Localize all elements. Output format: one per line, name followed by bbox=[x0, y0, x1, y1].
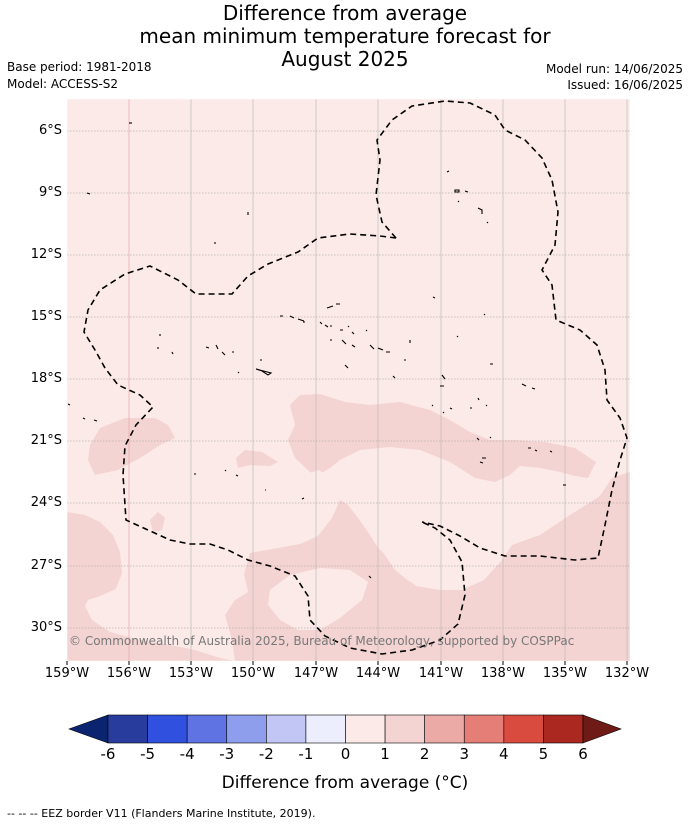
chart-title-line1: Difference from average bbox=[222, 1, 468, 25]
neutral-pocket-1 bbox=[268, 568, 368, 630]
copyright-text: © Commonwealth of Australia 2025, Bureau… bbox=[69, 634, 575, 648]
colorbar-tick-label: -3 bbox=[219, 745, 235, 763]
colorbar-tick-label: 6 bbox=[578, 745, 588, 763]
chart-title-line2: mean minimum temperature forecast for bbox=[139, 24, 551, 48]
colorbar-tick-label: 3 bbox=[459, 745, 470, 763]
colorbar-tick-label: -2 bbox=[258, 745, 274, 763]
eez-border-west bbox=[83, 233, 466, 655]
neutral-pocket-2 bbox=[305, 470, 335, 505]
lon-tick-label: 138°W bbox=[480, 666, 526, 681]
colorbar-segment bbox=[384, 714, 425, 744]
base-period-text: Base period: 1981-2018 bbox=[7, 60, 152, 74]
lat-tick-label: 30°S bbox=[30, 620, 62, 635]
lat-tick-label: 9°S bbox=[38, 185, 62, 200]
lat-tick-label: 15°S bbox=[30, 309, 62, 324]
colorbar-tick-label: 5 bbox=[538, 745, 549, 763]
lon-tick-label: 141°W bbox=[418, 666, 464, 681]
anomaly-region-southeast-strip bbox=[600, 472, 630, 500]
colorbar-tick-label: 2 bbox=[419, 745, 430, 763]
eez-footnote: -- -- -- EEZ border V11 (Flanders Marine… bbox=[7, 807, 316, 820]
anomaly-region-blob-left bbox=[150, 512, 165, 532]
colorbar-tick-label: -6 bbox=[100, 745, 116, 763]
lon-tick-label: 153°W bbox=[168, 666, 214, 681]
colorbar-segment bbox=[266, 714, 307, 744]
lat-tick-label: 12°S bbox=[30, 247, 62, 262]
colorbar-tick-label: -1 bbox=[298, 745, 314, 763]
colorbar-tick-label: -5 bbox=[140, 745, 156, 763]
issued-text: Issued: 16/06/2025 bbox=[567, 78, 683, 92]
longitude-gridlines bbox=[128, 99, 628, 661]
colorbar-extension-high bbox=[582, 714, 622, 744]
colorbar-segment bbox=[147, 714, 188, 744]
colorbar-segment bbox=[226, 714, 267, 744]
lon-tick-label: 156°W bbox=[106, 666, 152, 681]
anomaly-region-small-west bbox=[88, 418, 175, 475]
lon-tick-label: 159°W bbox=[44, 666, 90, 681]
lat-tick-label: 27°S bbox=[30, 558, 62, 573]
lat-tick-label: 6°S bbox=[38, 123, 62, 138]
lon-tick-label: 135°W bbox=[542, 666, 588, 681]
lon-tick-label: 150°W bbox=[230, 666, 276, 681]
colorbar-title: Difference from average (°C) bbox=[221, 773, 469, 793]
anomaly-region-small-center bbox=[236, 450, 278, 468]
chart-title-line3: August 2025 bbox=[281, 47, 409, 71]
island-outlines bbox=[67, 122, 566, 579]
lat-tick-label: 18°S bbox=[30, 371, 62, 386]
lat-tick-label: 21°S bbox=[30, 433, 62, 448]
colorbar-tick-label: 4 bbox=[499, 745, 509, 763]
map-frame bbox=[66, 98, 631, 662]
model-text: Model: ACCESS-S2 bbox=[7, 77, 119, 91]
model-run-text: Model run: 14/06/2025 bbox=[545, 62, 683, 76]
colorbar bbox=[68, 714, 622, 744]
colorbar-segment bbox=[424, 714, 465, 744]
neutral-pockets bbox=[268, 450, 502, 630]
anomaly-region-west bbox=[67, 512, 235, 661]
colorbar-segment bbox=[463, 714, 505, 744]
colorbar-segment bbox=[503, 714, 544, 744]
eez-borders bbox=[83, 100, 628, 655]
colorbar-tick-label: -4 bbox=[179, 745, 195, 763]
colorbar-segment bbox=[345, 714, 386, 744]
colorbar-segment bbox=[107, 714, 148, 744]
lon-tick-label: 144°W bbox=[355, 666, 401, 681]
colorbar-tick-label: 1 bbox=[380, 745, 390, 763]
colorbar-segment bbox=[305, 714, 346, 744]
lon-tick-label: 132°W bbox=[604, 666, 650, 681]
colorbar-tick-label: 0 bbox=[340, 745, 351, 763]
lat-tick-label: 24°S bbox=[30, 495, 62, 510]
lon-tick-label: 147°W bbox=[293, 666, 339, 681]
axis-ticks bbox=[66, 661, 628, 665]
anomaly-region-main bbox=[288, 394, 596, 482]
colorbar-segment bbox=[186, 714, 228, 744]
colorbar-extension-low bbox=[68, 714, 109, 744]
neutral-pocket-3 bbox=[345, 450, 502, 585]
colorbar-segment bbox=[543, 714, 584, 744]
latitude-gridlines bbox=[67, 130, 630, 629]
